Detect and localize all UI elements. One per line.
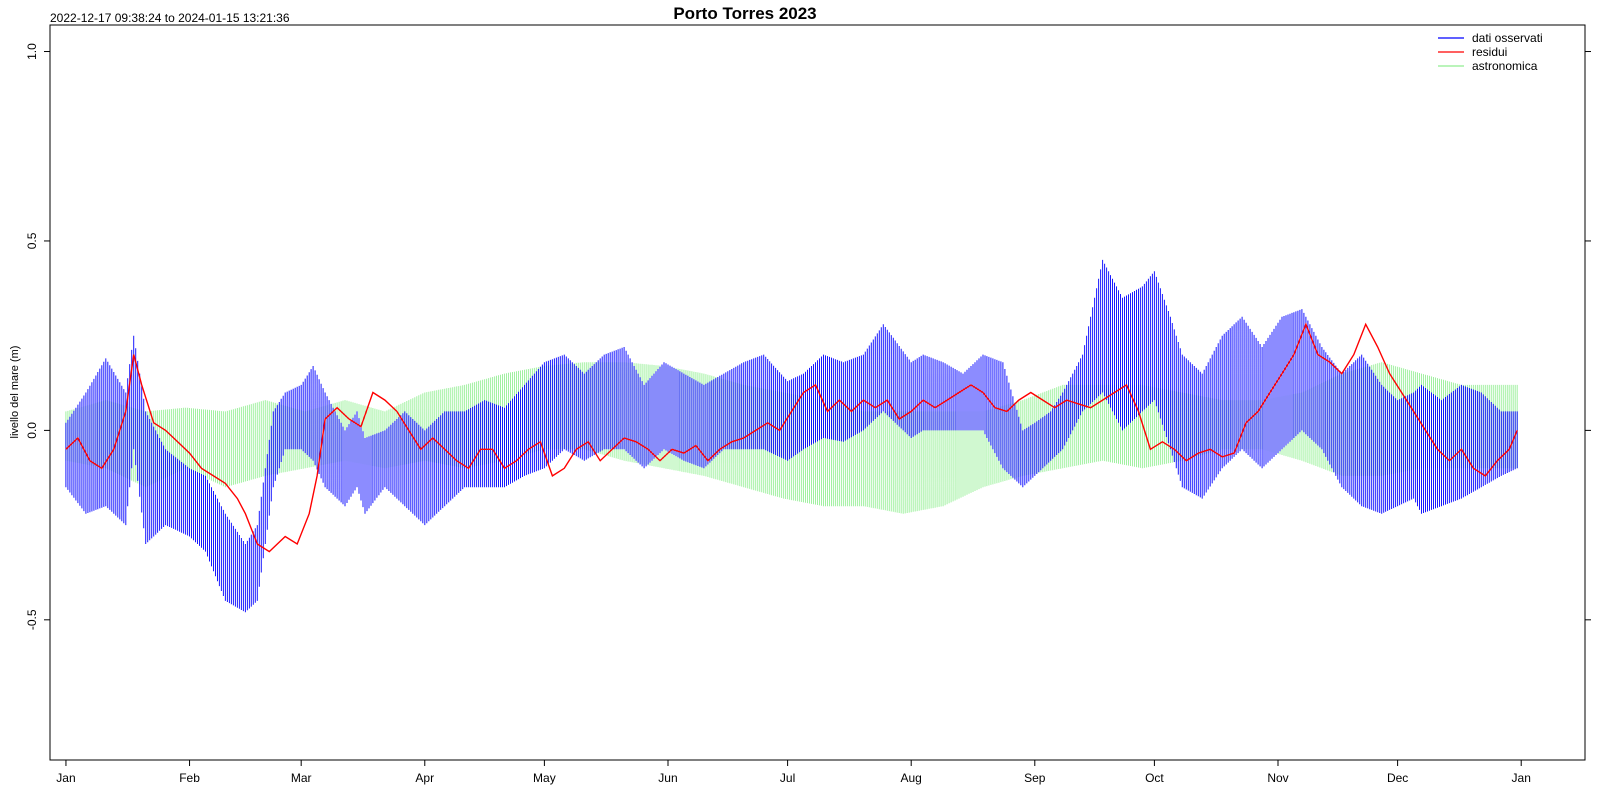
chart-title: Porto Torres 2023	[673, 4, 816, 23]
x-tick-label: Sep	[1024, 771, 1046, 785]
x-tick-label: Nov	[1267, 771, 1288, 785]
x-tick-label: Mar	[291, 771, 312, 785]
x-tick-label: Apr	[415, 771, 434, 785]
x-axis: Jan Feb Mar Apr May Jun Jul Aug Sep Oct Nov Dec Jan	[56, 759, 1531, 785]
series-dati-osservati	[65, 259, 1518, 613]
x-tick-label: Jul	[780, 771, 795, 785]
x-tick-label: Jan	[1512, 771, 1531, 785]
x-tick-label: May	[533, 771, 556, 785]
x-tick-label: Jun	[658, 771, 677, 785]
x-tick-label: Oct	[1145, 771, 1164, 785]
legend-label: dati osservati	[1472, 31, 1543, 45]
x-tick-label: Feb	[179, 771, 200, 785]
legend-label: residui	[1472, 45, 1507, 59]
legend-label: astronomica	[1472, 59, 1538, 73]
x-tick-label: Aug	[901, 771, 922, 785]
chart-subtitle: 2022-12-17 09:38:24 to 2024-01-15 13:21:…	[50, 11, 290, 25]
y-tick-label: 0.5	[25, 232, 39, 249]
y-axis-left: -0.5 0.0 0.5 1.0	[25, 43, 51, 630]
y-tick-label: 1.0	[25, 43, 39, 60]
y-tick-label: -0.5	[25, 609, 39, 630]
y-axis-label: livello del mare (m)	[9, 346, 21, 439]
x-tick-label: Dec	[1387, 771, 1408, 785]
plot-series	[65, 259, 1518, 613]
series-residui	[65, 322, 1518, 553]
y-tick-label: 0.0	[25, 422, 39, 439]
y-axis-right	[1585, 51, 1591, 621]
x-tick-label: Jan	[56, 771, 75, 785]
